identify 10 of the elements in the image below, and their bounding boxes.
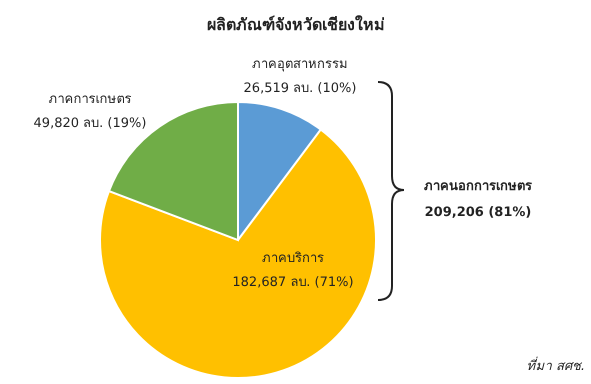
slice-label: ภาคการเกษตร (48, 92, 132, 107)
data-label: 182,687 ลบ. (71%) (232, 275, 354, 290)
data-label: 49,820 ลบ. (19%) (34, 116, 146, 131)
slice-label: ภาคอุตสาหกรรม (252, 57, 348, 72)
chart-title: ผลิตภัณฑ์จังหวัดเชียงใหม่ (207, 15, 385, 34)
text: ภาคนอกการเกษตร (424, 179, 532, 194)
slice-label: ภาคบริการ (262, 251, 324, 266)
text: ที่มา สศช. (526, 356, 585, 374)
data-label: 26,519 ลบ. (10%) (244, 81, 356, 96)
text: 209,206 (81%) (424, 205, 532, 220)
